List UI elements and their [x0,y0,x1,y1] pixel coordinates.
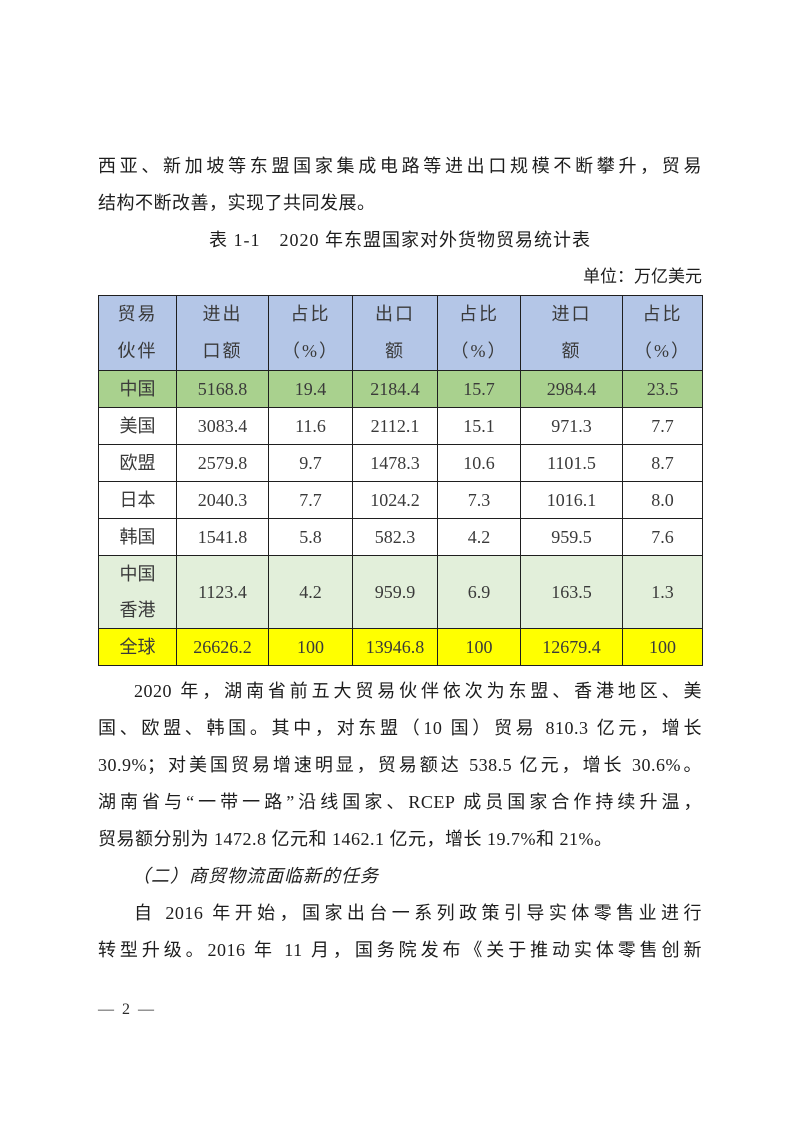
trade-table-body: 中国 5168.8 19.4 2184.4 15.7 2984.4 23.5 美国 3083.4… [98,370,703,666]
table-cell: 2112.1 [352,407,438,445]
table-row-label: 中国 [98,370,177,408]
table-row: 中国 香港 1123.4 4.2 959.9 6.9 163.5 1.3 [98,555,703,629]
table-header-cell: 贸易 伙伴 [98,295,177,371]
table-cell: 7.7 [622,407,703,445]
text-line: 结构不断改善，实现了共同发展。 [98,193,376,213]
table-cell: 2579.8 [176,444,269,482]
table-header-cell: 占比 （%） [268,295,353,371]
table-header-row: 贸易 伙伴 进出 口额 占比 （%） 出口 额占比 （%） 进口 额占比 （%） [98,295,703,371]
table-cell: 13946.8 [352,628,438,666]
table-row: 中国 5168.8 19.4 2184.4 15.7 2984.4 23.5 [98,370,703,408]
retail-policy-paragraph: 自 2016 年开始，国家出台一系列政策引导实体零售业进行转型升级。2016 年… [98,895,702,969]
text-line: 自 2016 年开始，国家出台一系列政策引导实体零售业进行 [134,903,702,923]
table-row-label: 中国 香港 [98,555,177,629]
table-cell: 100 [622,628,703,666]
table-cell: 1541.8 [176,518,269,556]
table-cell: 5.8 [268,518,353,556]
table-cell: 959.9 [352,555,438,629]
table-header-cell: 进出 口额 [176,295,269,371]
table-cell: 959.5 [520,518,623,556]
table-row-label: 美国 [98,407,177,445]
table-header-cell: 进口 额 [520,295,623,371]
page-number: — 2 — [98,1001,156,1018]
page-content: 西亚、新加坡等东盟国家集成电路等进出口规模不断攀升，贸易 结构不断改善，实现了共同… [98,148,703,969]
table-cell: 1101.5 [520,444,623,482]
text-line: 30.9%；对美国贸易增速明显，贸易额达 538.5 亿元，增长 30.6%。 [98,755,702,775]
table-cell: 7.7 [268,481,353,519]
table-cell: 10.6 [437,444,521,482]
table-row-label: 日本 [98,481,177,519]
table-row: 美国 3083.4 11.6 2112.1 15.1 971.3 7.7 [98,407,703,445]
table-cell: 7.3 [437,481,521,519]
table-row-label: 韩国 [98,518,177,556]
table-row: 韩国 1541.8 5.8 582.3 4.2 959.5 7.6 [98,518,703,556]
table-header-cell: 出口 额 [352,295,438,371]
table-cell: 26626.2 [176,628,269,666]
text-line: 国、欧盟、韩国。其中，对东盟（10 国）贸易 810.3 亿元，增长 [98,718,702,738]
table-row-label: 欧盟 [98,444,177,482]
text-line: 贸易额分别为 1472.8 亿元和 1462.1 亿元，增长 19.7%和 21… [98,829,613,849]
table-cell: 19.4 [268,370,353,408]
section-heading: （二）商贸物流面临新的任务 [132,866,379,886]
table-cell: 7.6 [622,518,703,556]
table-cell: 1016.1 [520,481,623,519]
table-cell: 9.7 [268,444,353,482]
table-cell: 2984.4 [520,370,623,408]
table-cell: 582.3 [352,518,438,556]
table-cell: 12679.4 [520,628,623,666]
hunan-trade-paragraph: 2020 年，湖南省前五大贸易伙伴依次为东盟、香港地区、美国、欧盟、韩国。其中，… [98,673,702,858]
table-cell: 5168.8 [176,370,269,408]
table-cell: 1478.3 [352,444,438,482]
table-cell: 23.5 [622,370,703,408]
trade-table: 贸易 伙伴 进出 口额 占比 （%） 出口 额占比 （%） 进口 额占比 （%） 中国 5… [98,295,703,666]
table-cell: 11.6 [268,407,353,445]
table-cell: 15.7 [437,370,521,408]
table-row: 欧盟 2579.8 9.7 1478.3 10.6 1101.5 8.7 [98,444,703,482]
table-cell: 1123.4 [176,555,269,629]
table-cell: 100 [437,628,521,666]
table-title: 表 1-1 2020 年东盟国家对外货物贸易统计表 [209,230,591,250]
table-row-label: 全球 [98,628,177,666]
text-line: 西亚、新加坡等东盟国家集成电路等进出口规模不断攀升，贸易 [98,156,702,176]
table-row: 日本 2040.3 7.7 1024.2 7.3 1016.1 8.0 [98,481,703,519]
table-cell: 4.2 [437,518,521,556]
table-cell: 163.5 [520,555,623,629]
text-line: 2020 年，湖南省前五大贸易伙伴依次为东盟、香港地区、美 [134,681,702,701]
intro-paragraph: 西亚、新加坡等东盟国家集成电路等进出口规模不断攀升，贸易 结构不断改善，实现了共同… [98,148,702,222]
text-line: 湖南省与“一带一路”沿线国家、RCEP 成员国家合作持续升温， [98,792,702,812]
table-header-cell: 占比 （%） [437,295,521,371]
table-cell: 3083.4 [176,407,269,445]
table-cell: 4.2 [268,555,353,629]
table-cell: 6.9 [437,555,521,629]
table-cell: 1024.2 [352,481,438,519]
text-line: 转型升级。2016 年 11 月，国务院发布《关于推动实体零售创新 [98,940,702,960]
table-unit-label: 单位：万亿美元 [583,267,702,286]
table-cell: 2184.4 [352,370,438,408]
table-cell: 100 [268,628,353,666]
table-row: 全球 26626.2 100 13946.8 100 12679.4 100 [98,628,703,666]
table-header-cell: 占比 （%） [622,295,703,371]
table-cell: 8.7 [622,444,703,482]
table-cell: 8.0 [622,481,703,519]
table-cell: 1.3 [622,555,703,629]
table-cell: 15.1 [437,407,521,445]
table-cell: 971.3 [520,407,623,445]
table-cell: 2040.3 [176,481,269,519]
